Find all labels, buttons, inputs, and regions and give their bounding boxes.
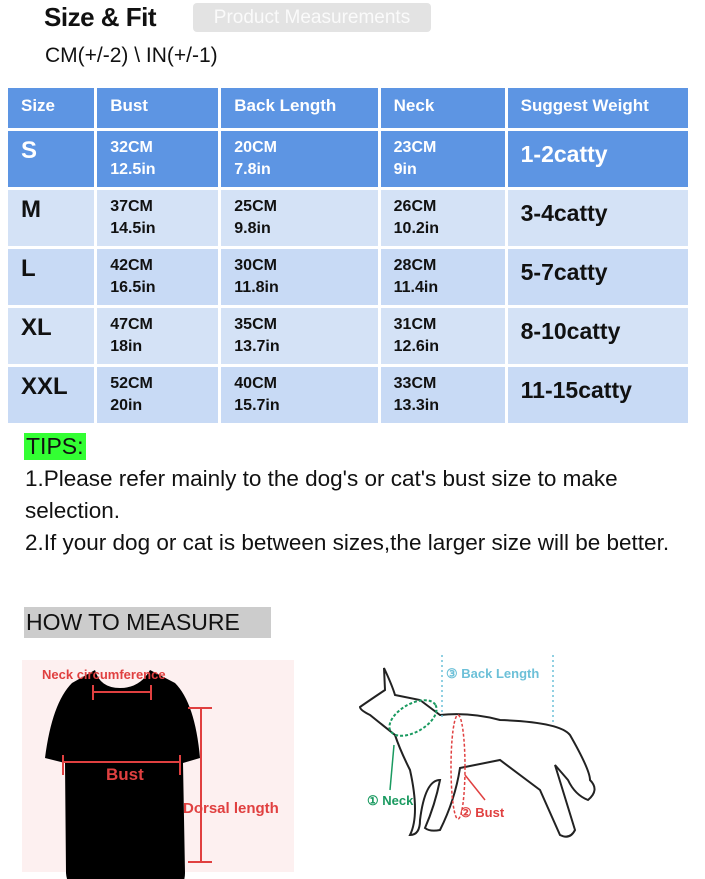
tips-label: TIPS: xyxy=(24,433,86,460)
back-length-in: 11.8in xyxy=(234,279,279,296)
column-header: Back Length xyxy=(221,88,378,128)
neck-in: 12.6in xyxy=(393,338,439,355)
back-length-in: 7.8in xyxy=(234,161,271,178)
back-length-cm: 20CM xyxy=(234,139,277,156)
shirt-measure-lines xyxy=(62,685,212,863)
how-to-measure-heading: HOW TO MEASURE xyxy=(24,607,271,638)
back-length-label: ③ Back Length xyxy=(446,666,539,681)
size-table: Size Bust Back Length Neck Suggest Weight S 3… xyxy=(5,85,691,426)
bust-in: 14.5in xyxy=(110,220,156,237)
weight-cell: 11-15catty xyxy=(520,377,632,403)
tip-1: 1.Please refer mainly to the dog's or ca… xyxy=(25,466,618,523)
back-length-cm: 25CM xyxy=(234,198,277,215)
size-cell: L xyxy=(21,255,36,282)
product-measurements-tag: Product Measurements xyxy=(193,3,431,32)
back-length-cm: 35CM xyxy=(234,316,277,333)
column-header: Neck xyxy=(380,88,505,128)
neck-in: 13.3in xyxy=(393,397,439,414)
table-row: S 32CM 12.5in 20CM 7.8in 23CM 9in 1-2catty xyxy=(8,131,688,187)
back-length-cm: 30CM xyxy=(234,257,277,274)
bust-cm: 37CM xyxy=(110,198,153,215)
bust-in: 20in xyxy=(110,397,143,414)
back-length-in: 15.7in xyxy=(234,397,280,414)
neck-circumference-label: Neck circumference xyxy=(42,667,166,682)
column-header: Suggest Weight xyxy=(507,88,688,128)
column-header: Size xyxy=(8,88,95,128)
bust-cm: 42CM xyxy=(110,257,153,274)
neck-in: 11.4in xyxy=(393,279,439,296)
table-row: XXL 52CM 20in 40CM 15.7in 33CM 13.3in 11-15catt… xyxy=(8,367,688,423)
bust-ring xyxy=(450,714,466,820)
weight-cell: 8-10catty xyxy=(520,318,621,344)
back-length-cm: 40CM xyxy=(234,375,277,392)
column-header: Bust xyxy=(97,88,219,128)
bust-cm: 52CM xyxy=(110,375,153,392)
bust-in: 18in xyxy=(110,338,143,355)
shirt-bust-label: Bust xyxy=(106,765,144,784)
table-header-row: Size Bust Back Length Neck Suggest Weight xyxy=(8,88,688,128)
size-cell: S xyxy=(21,137,38,164)
size-cell: M xyxy=(21,196,41,223)
neck-cm: 26CM xyxy=(393,198,437,215)
page-title: Size & Fit xyxy=(44,2,157,32)
size-cell: XL xyxy=(21,314,52,341)
neck-cm: 31CM xyxy=(393,316,437,333)
neck-ring xyxy=(388,699,438,737)
table-row: L 42CM 16.5in 30CM 11.8in 28CM 11.4in 5-7catty xyxy=(8,249,688,305)
back-length-in: 9.8in xyxy=(234,220,271,237)
neck-in: 9in xyxy=(393,161,417,178)
size-cell: XXL xyxy=(21,373,68,400)
dog-neck-label: ① Neck xyxy=(367,793,414,808)
back-length-in: 13.7in xyxy=(234,338,280,355)
dorsal-length-label: Dorsal length xyxy=(183,800,279,817)
measure-illustrations: Neck circumference Bust Dorsal length ③ … xyxy=(22,655,596,879)
shirt-shape xyxy=(45,670,200,879)
neck-cm: 33CM xyxy=(393,375,437,392)
units-note: CM(+/-2) \ IN(+/-1) xyxy=(45,44,218,67)
bust-in: 12.5in xyxy=(110,161,156,178)
weight-cell: 1-2catty xyxy=(520,141,608,167)
bust-cm: 32CM xyxy=(110,139,153,156)
weight-cell: 5-7catty xyxy=(520,259,608,285)
neck-in: 10.2in xyxy=(393,220,439,237)
weight-cell: 3-4catty xyxy=(520,200,608,226)
tip-2: 2.If your dog or cat is between sizes,th… xyxy=(25,530,670,555)
bust-cm: 47CM xyxy=(110,316,153,333)
table-row: M 37CM 14.5in 25CM 9.8in 26CM 10.2in 3-4catty xyxy=(8,190,688,246)
table-row: XL 47CM 18in 35CM 13.7in 31CM 12.6in 8-10catty xyxy=(8,308,688,364)
bust-in: 16.5in xyxy=(110,279,156,296)
neck-cm: 28CM xyxy=(393,257,437,274)
dog-outline xyxy=(358,667,596,838)
dog-bust-label: ② Bust xyxy=(460,805,505,820)
neck-cm: 23CM xyxy=(393,139,437,156)
